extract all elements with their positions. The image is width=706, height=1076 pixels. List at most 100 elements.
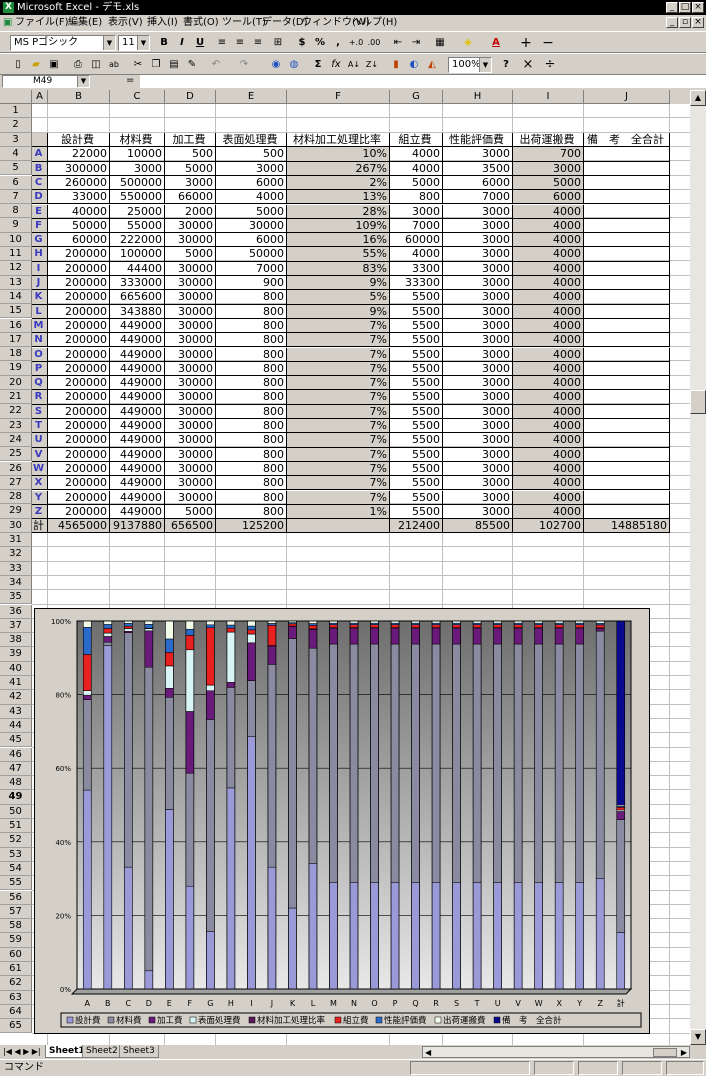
- total-cell[interactable]: 656500: [165, 519, 216, 534]
- row-label-cell[interactable]: M: [32, 318, 48, 334]
- table-cell[interactable]: 30000: [165, 361, 216, 377]
- table-cell[interactable]: 10000: [110, 147, 165, 162]
- table-cell[interactable]: 3000: [443, 261, 513, 276]
- table-cell[interactable]: 800: [216, 476, 287, 491]
- bar-segment[interactable]: [472, 643, 482, 883]
- align-left-icon[interactable]: ≡: [217, 37, 227, 48]
- header-cell[interactable]: 加工費: [165, 133, 216, 148]
- table-cell[interactable]: 44400: [110, 261, 165, 276]
- table-cell[interactable]: 5500: [390, 390, 443, 405]
- bar-segment[interactable]: [472, 624, 482, 628]
- table-cell[interactable]: 4000: [513, 333, 584, 348]
- row-header[interactable]: 29: [0, 504, 32, 519]
- bar-segment[interactable]: [165, 638, 174, 653]
- format-painter-icon[interactable]: ✎: [187, 59, 197, 70]
- table-cell[interactable]: 40000: [48, 204, 110, 219]
- chart-wizard-icon[interactable]: ▮: [393, 59, 399, 70]
- bar-segment[interactable]: [83, 699, 92, 791]
- increase-indent-icon[interactable]: ⇥: [411, 37, 421, 48]
- table-cell[interactable]: 3000: [443, 218, 513, 234]
- row-header[interactable]: 45: [0, 733, 32, 748]
- bar-segment[interactable]: [431, 882, 441, 990]
- row-label-cell[interactable]: T: [32, 419, 48, 434]
- table-cell[interactable]: 449000: [110, 333, 165, 348]
- doc-minimize-button[interactable]: _: [666, 17, 678, 28]
- table-cell[interactable]: 200000: [48, 347, 110, 362]
- table-cell[interactable]: 6000: [513, 190, 584, 205]
- table-cell[interactable]: 200000: [48, 247, 110, 262]
- table-cell[interactable]: 5500: [390, 290, 443, 305]
- doc-restore-button[interactable]: ▫: [679, 17, 691, 28]
- help-icon[interactable]: ?: [503, 59, 509, 70]
- table-cell[interactable]: 200000: [48, 476, 110, 491]
- table-cell[interactable]: 55%: [287, 247, 390, 262]
- row-label-cell[interactable]: L: [32, 304, 48, 319]
- table-cell[interactable]: [584, 419, 670, 434]
- table-cell[interactable]: [584, 447, 670, 462]
- bar-segment[interactable]: [165, 652, 174, 667]
- bar-segment[interactable]: [575, 620, 584, 624]
- bar-segment[interactable]: [247, 633, 256, 644]
- bar-segment[interactable]: [288, 638, 297, 909]
- table-cell[interactable]: 200000: [48, 290, 110, 305]
- table-cell[interactable]: 2000: [165, 204, 216, 219]
- bar-segment[interactable]: [308, 863, 318, 990]
- table-cell[interactable]: 200000: [48, 419, 110, 434]
- table-cell[interactable]: 200000: [48, 461, 110, 477]
- increase-decimal-icon[interactable]: +.0: [348, 38, 364, 47]
- menu-window[interactable]: ウィンドウ(W): [302, 17, 370, 28]
- table-cell[interactable]: 33300: [390, 276, 443, 291]
- column-header-e[interactable]: E: [216, 90, 287, 104]
- table-cell[interactable]: 665600: [110, 290, 165, 305]
- bar-segment[interactable]: [554, 620, 564, 624]
- table-cell[interactable]: 10%: [287, 147, 390, 162]
- row-header[interactable]: 42: [0, 690, 32, 705]
- table-cell[interactable]: 4000: [513, 318, 584, 334]
- bar-segment[interactable]: [83, 789, 92, 990]
- bar-segment[interactable]: [124, 625, 133, 629]
- spelling-icon[interactable]: ab: [109, 60, 119, 69]
- menu-help[interactable]: ヘルプ(H): [352, 17, 398, 28]
- table-cell[interactable]: 3000: [443, 233, 513, 248]
- bar-segment[interactable]: [267, 625, 277, 646]
- bar-segment[interactable]: [370, 882, 379, 990]
- bar-segment[interactable]: [329, 624, 338, 628]
- bar-segment[interactable]: [206, 627, 215, 686]
- bar-segment[interactable]: [247, 625, 256, 631]
- bar-segment[interactable]: [616, 807, 625, 811]
- table-cell[interactable]: 7%: [287, 347, 390, 362]
- table-cell[interactable]: 4000: [513, 490, 584, 505]
- bar-segment[interactable]: [144, 624, 154, 629]
- bar-segment[interactable]: [431, 643, 441, 883]
- header-cell[interactable]: 材料加工処理比率: [287, 133, 390, 148]
- bar-segment[interactable]: [534, 624, 543, 628]
- row-header[interactable]: 23: [0, 418, 32, 433]
- row-label-cell[interactable]: Q: [32, 376, 48, 391]
- table-cell[interactable]: 200000: [48, 333, 110, 348]
- align-center-icon[interactable]: ≡: [235, 37, 245, 48]
- bar-segment[interactable]: [575, 882, 584, 990]
- bar-segment[interactable]: [554, 643, 564, 883]
- table-cell[interactable]: 2%: [287, 175, 390, 191]
- bar-segment[interactable]: [206, 684, 215, 692]
- sort-asc-icon[interactable]: A↓: [347, 60, 361, 69]
- bar-segment[interactable]: [308, 623, 318, 626]
- menu-file[interactable]: ファイル(F): [15, 17, 69, 28]
- row-header[interactable]: 11: [0, 247, 32, 262]
- header-cell[interactable]: 備 考 全合計: [584, 133, 670, 148]
- table-cell[interactable]: 3000: [443, 419, 513, 434]
- row-header[interactable]: 1: [0, 104, 32, 119]
- row-header[interactable]: 52: [0, 833, 32, 848]
- table-cell[interactable]: 30000: [165, 490, 216, 505]
- table-cell[interactable]: 267%: [287, 161, 390, 176]
- table-cell[interactable]: 3000: [216, 161, 287, 176]
- table-cell[interactable]: [584, 490, 670, 505]
- table-cell[interactable]: [584, 376, 670, 391]
- row-header[interactable]: 30: [0, 518, 32, 533]
- table-cell[interactable]: 30000: [165, 290, 216, 305]
- bar-segment[interactable]: [390, 643, 400, 883]
- bar-segment[interactable]: [575, 624, 584, 628]
- table-cell[interactable]: 7%: [287, 419, 390, 434]
- table-cell[interactable]: 449000: [110, 504, 165, 520]
- table-cell[interactable]: 3000: [443, 147, 513, 162]
